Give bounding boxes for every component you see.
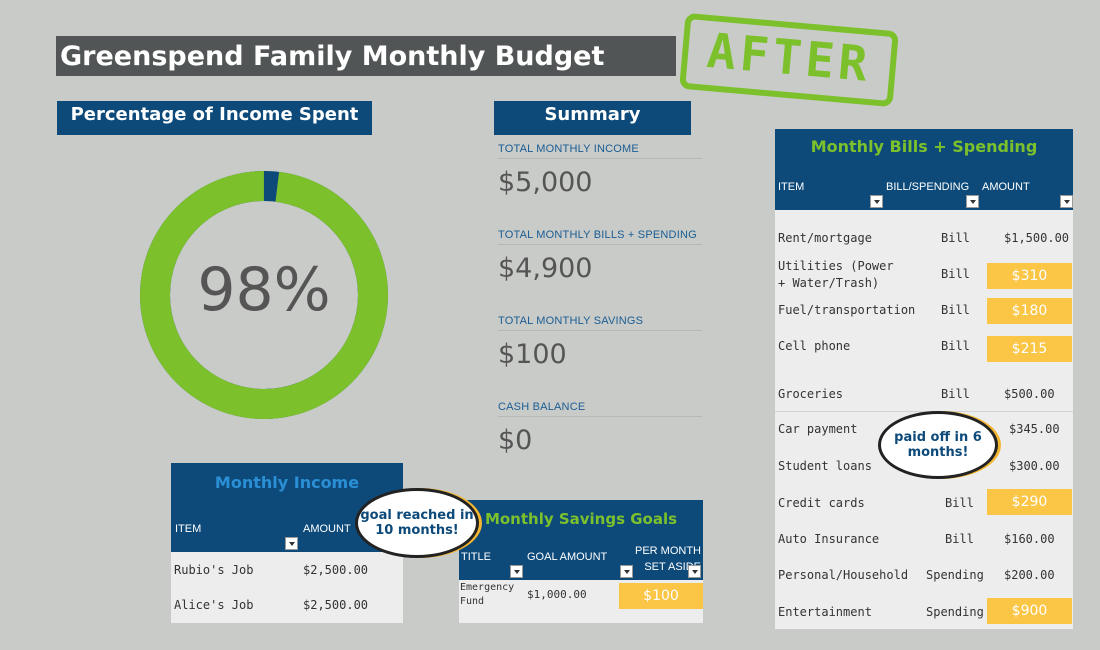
row-per-month: $100 — [619, 583, 703, 609]
row-amount: $160.00 — [1004, 532, 1055, 546]
row-goal: $1,000.00 — [527, 588, 587, 601]
table-row[interactable]: Utilities (Power + Water/Trash) Bill $31… — [775, 257, 1073, 294]
row-type: Spending — [926, 568, 984, 582]
table-row[interactable]: Rubio's Job $2,500.00 — [171, 552, 403, 588]
percentage-value: 98% — [197, 255, 331, 325]
income-table-title: Monthly Income — [214, 473, 360, 492]
table-row[interactable]: Groceries Bill $500.00 — [775, 365, 1073, 412]
savings-table-header: Monthly Savings Goals TITLE GOAL AMOUNT … — [459, 500, 703, 580]
percentage-heading: Percentage of Income Spent — [57, 101, 372, 135]
row-amount: $345.00 — [1009, 422, 1060, 436]
table-row[interactable]: Emergency Fund $1,000.00 $100 — [459, 580, 703, 612]
table-row[interactable]: Rent/mortgage Bill $1,500.00 — [775, 221, 1073, 258]
row-type: Bill — [941, 387, 970, 401]
filter-dropdown-icon[interactable] — [1060, 195, 1073, 208]
summary-value: $5,000 — [498, 167, 593, 198]
bills-table: Monthly Bills + Spending ITEM BILL/SPEND… — [775, 129, 1073, 629]
column-header-item: ITEM — [778, 181, 805, 193]
summary-item: CASH BALANCE $0 — [498, 401, 702, 456]
after-stamp: AFTER — [679, 12, 899, 108]
row-item: Groceries — [778, 387, 844, 401]
summary-item: TOTAL MONTHLY BILLS + SPENDING $4,900 — [498, 229, 702, 284]
row-type: Spending — [926, 605, 984, 619]
row-type: Bill — [941, 303, 970, 317]
row-amount: $2,500.00 — [303, 598, 369, 612]
row-amount: $300.00 — [1009, 459, 1060, 473]
row-item: Alice's Job — [174, 598, 254, 612]
column-header-goal: GOAL AMOUNT — [527, 551, 608, 563]
row-type: Bill — [941, 231, 970, 245]
paid-off-callout: paid off in 6 months! — [878, 411, 998, 479]
filter-dropdown-icon[interactable] — [510, 565, 523, 578]
page-title: Greenspend Family Monthly Budget — [56, 36, 676, 76]
table-row[interactable]: Fuel/transportation Bill $180 — [775, 293, 1073, 330]
table-row[interactable]: Personal/Household Spending $200.00 — [775, 560, 1073, 597]
row-amount: $200.00 — [1004, 568, 1055, 582]
bills-table-header: Monthly Bills + Spending ITEM BILL/SPEND… — [775, 129, 1073, 210]
goal-reached-callout: goal reached in 10 months! — [355, 488, 479, 558]
summary-item: TOTAL MONTHLY SAVINGS $100 — [498, 315, 702, 370]
row-item: Personal/Household — [778, 568, 909, 582]
bills-table-title: Monthly Bills + Spending — [810, 137, 1038, 156]
table-row[interactable]: Credit cards Bill $290 — [775, 488, 1073, 525]
summary-label: TOTAL MONTHLY BILLS + SPENDING — [498, 229, 702, 245]
table-row[interactable]: Cell phone Bill $215 — [775, 329, 1073, 366]
table-row[interactable]: Entertainment Spending $900 — [775, 596, 1073, 629]
summary-value: $100 — [498, 339, 567, 370]
row-type: Bill — [941, 339, 970, 353]
column-header-amount: AMOUNT — [982, 181, 1030, 193]
row-item: Entertainment — [778, 605, 872, 619]
row-item: Car payment — [778, 422, 858, 436]
summary-value: $0 — [498, 425, 533, 456]
summary-label: TOTAL MONTHLY SAVINGS — [498, 315, 702, 331]
row-amount: $500.00 — [1004, 387, 1055, 401]
savings-table-title: Monthly Savings Goals — [484, 510, 678, 528]
row-item: Utilities (Power + Water/Trash) — [778, 259, 894, 290]
row-title: Emergency Fund — [460, 582, 515, 607]
row-amount: $900 — [987, 598, 1072, 624]
row-item: Credit cards — [778, 496, 865, 510]
column-header-amount: AMOUNT — [303, 523, 351, 535]
table-row[interactable]: Auto Insurance Bill $160.00 — [775, 524, 1073, 561]
filter-dropdown-icon[interactable] — [620, 565, 633, 578]
row-item: Fuel/transportation — [778, 303, 916, 317]
filter-dropdown-icon[interactable] — [688, 565, 701, 578]
row-item: Student loans — [778, 459, 872, 473]
row-amount: $180 — [987, 298, 1072, 324]
row-item: Rent/mortgage — [778, 231, 872, 245]
row-amount: $290 — [987, 489, 1072, 515]
column-header-title: TITLE — [461, 551, 491, 563]
column-header-per-month: PER MONTH SET ASIDE — [635, 545, 701, 573]
row-item: Rubio's Job — [174, 563, 254, 577]
row-item: Cell phone — [778, 339, 851, 353]
row-item: Auto Insurance — [778, 532, 880, 546]
income-spent-donut — [140, 171, 388, 419]
summary-item: TOTAL MONTHLY INCOME $5,000 — [498, 143, 702, 198]
row-amount: $310 — [987, 263, 1072, 289]
summary-value: $4,900 — [498, 253, 593, 284]
filter-dropdown-icon[interactable] — [870, 195, 883, 208]
row-type: Bill — [945, 532, 974, 546]
table-row[interactable]: Alice's Job $2,500.00 — [171, 587, 403, 623]
filter-dropdown-icon[interactable] — [285, 537, 298, 550]
row-type: Bill — [941, 267, 970, 281]
summary-heading: Summary — [494, 101, 691, 135]
savings-table: Monthly Savings Goals TITLE GOAL AMOUNT … — [459, 500, 703, 623]
filter-dropdown-icon[interactable] — [966, 195, 979, 208]
row-type: Bill — [945, 496, 974, 510]
column-header-item: ITEM — [175, 523, 202, 535]
summary-label: CASH BALANCE — [498, 401, 702, 417]
row-amount: $2,500.00 — [303, 563, 369, 577]
row-amount: $215 — [987, 336, 1072, 362]
row-amount: $1,500.00 — [1004, 231, 1070, 245]
summary-label: TOTAL MONTHLY INCOME — [498, 143, 702, 159]
column-header-type: BILL/SPENDING — [886, 181, 970, 193]
